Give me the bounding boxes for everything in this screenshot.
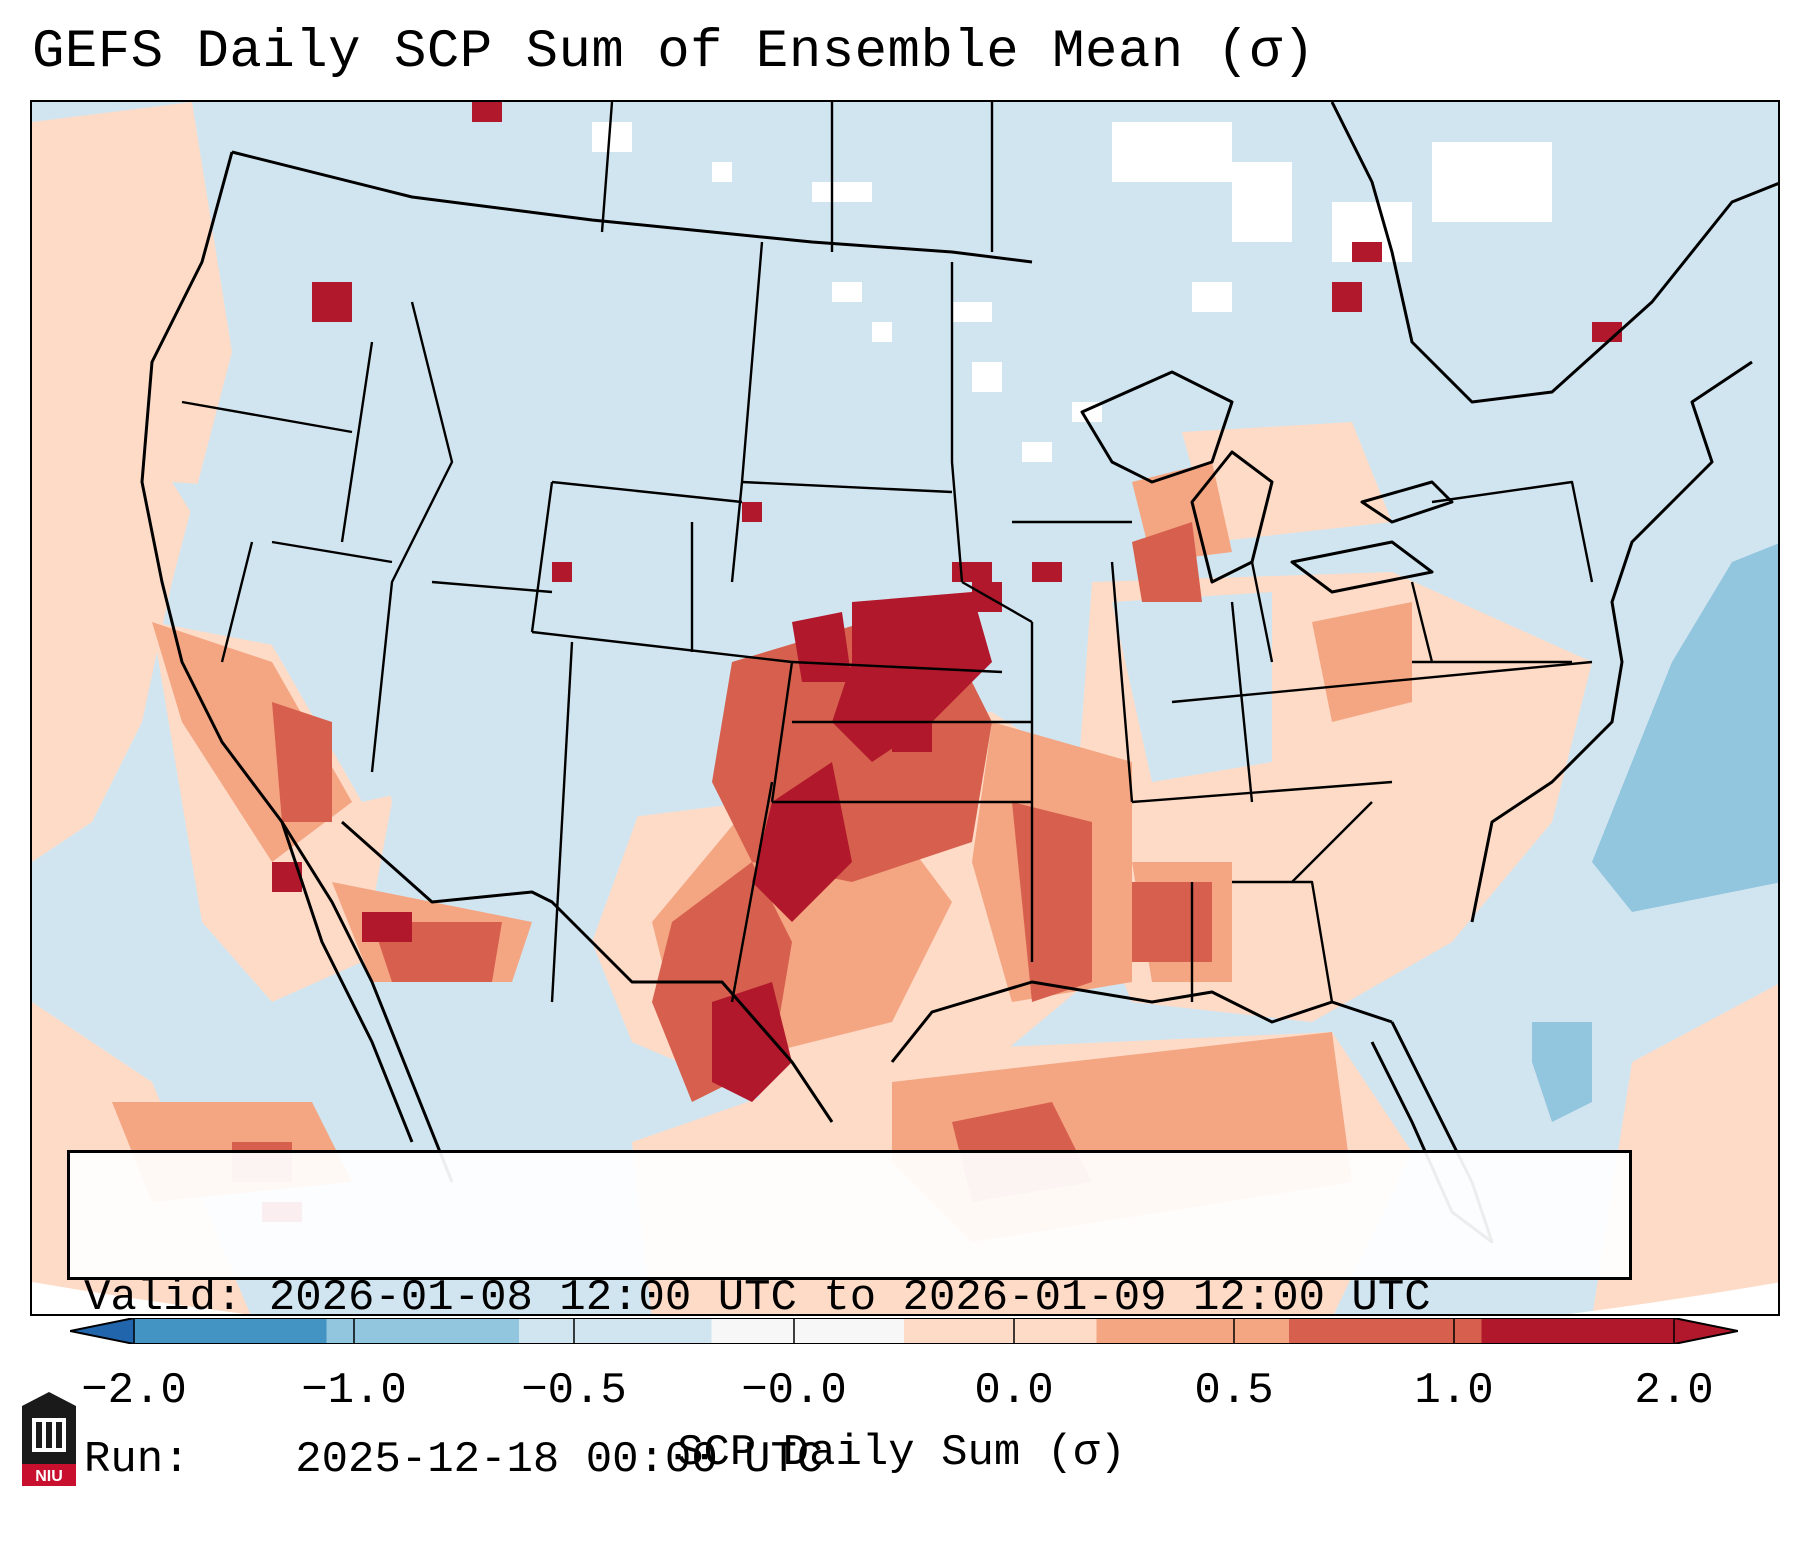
run-label: Run: (84, 1435, 190, 1485)
colorbar-label: SCP Daily Sum (σ) (677, 1428, 1126, 1478)
colorbar-graphic (70, 1318, 1738, 1344)
projection-edge (32, 1282, 1778, 1314)
colorbar-segment (1096, 1318, 1290, 1344)
anomaly-negative-offshore (1532, 543, 1778, 1122)
logo-text: NIU (35, 1468, 63, 1485)
colorbar-segment (711, 1318, 905, 1344)
colorbar-segment (519, 1318, 712, 1344)
colorbar-segment (904, 1318, 1097, 1344)
missing-data-cells (592, 122, 1552, 462)
university-logo-icon: NIU (22, 1392, 76, 1486)
run-line: Run: 2025-12-18 00:00 UTC (84, 1433, 1615, 1487)
colorbar-tick-label: −0.5 (521, 1366, 627, 1416)
run-value: 2025-12-18 00:00 UTC (295, 1435, 824, 1485)
colorbar-tick-label: 1.0 (1414, 1366, 1494, 1416)
colorbar-tick-label: −0.0 (741, 1366, 847, 1416)
state-boundaries (181, 102, 1594, 1003)
figure-title: GEFS Daily SCP Sum of Ensemble Mean (σ) (32, 22, 1316, 83)
colorbar-tick-label: −2.0 (81, 1366, 187, 1416)
colorbar-tick-label: 2.0 (1634, 1366, 1714, 1416)
colorbar-segment (134, 1318, 327, 1344)
colorbar-tick-label: 0.0 (974, 1366, 1054, 1416)
colorbar (70, 1318, 1738, 1344)
colorbar-tick-label: −1.0 (301, 1366, 407, 1416)
colorbar-segment (1289, 1318, 1482, 1344)
colorbar-extend-high (1674, 1318, 1738, 1344)
map-panel (30, 100, 1780, 1316)
colorbar-tick-label: 0.5 (1194, 1366, 1274, 1416)
valid-line: Valid: 2026-01-08 12:00 UTC to 2026-01-0… (84, 1271, 1615, 1325)
colorbar-segment (1481, 1318, 1675, 1344)
coastlines-and-borders (140, 102, 1778, 1244)
valid-value: 2026-01-08 12:00 UTC to 2026-01-09 12:00… (268, 1273, 1431, 1323)
colorbar-extend-low (70, 1318, 134, 1344)
anomaly-light-negative (172, 482, 1272, 822)
map-canvas (32, 102, 1778, 1314)
valid-run-info-box: Valid: 2026-01-08 12:00 UTC to 2026-01-0… (67, 1150, 1632, 1485)
colorbar-segment (326, 1318, 520, 1344)
valid-label: Valid: (84, 1273, 243, 1323)
